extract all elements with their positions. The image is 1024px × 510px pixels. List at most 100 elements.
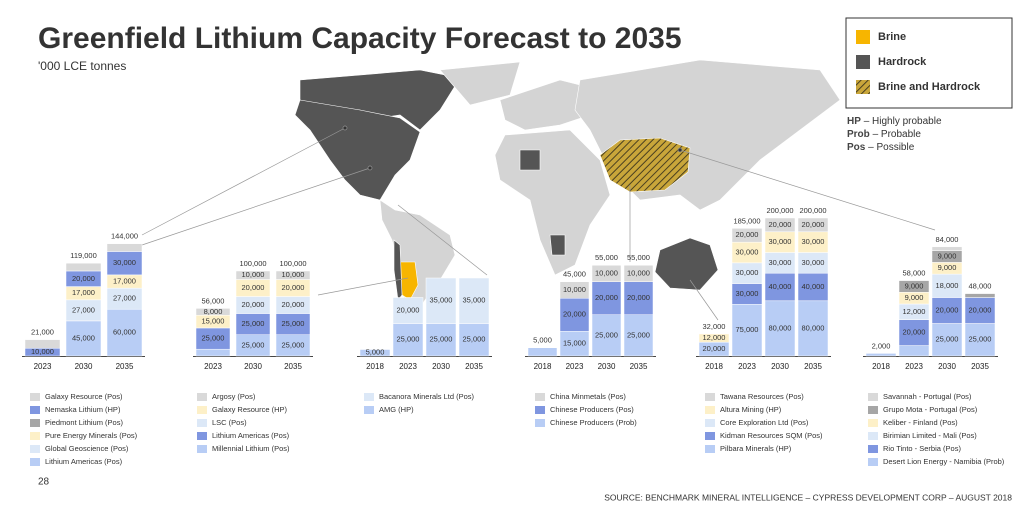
- x-tick-label: 2018: [366, 362, 384, 371]
- mali: [519, 149, 541, 171]
- legend-label: Piedmont Lithium (Pos): [45, 418, 123, 427]
- legend-swatch: [705, 419, 715, 427]
- total-label: 100,000: [239, 259, 266, 268]
- legend-swatch: [535, 419, 545, 427]
- legend-swatch: [535, 393, 545, 401]
- segment-label: 25,000: [282, 319, 305, 328]
- legend-swatch: [856, 55, 870, 69]
- total-label: 84,000: [936, 235, 959, 244]
- segment-label: 17,000: [72, 288, 95, 297]
- legend-swatch: [705, 432, 715, 440]
- legend-label: Grupo Mota - Portugal (Pos): [883, 405, 978, 414]
- bar-segment: [235, 270, 271, 280]
- legend-label: LSC (Pos): [212, 418, 247, 427]
- china: [599, 137, 691, 193]
- segment-label: 12,000: [703, 333, 726, 342]
- bar-chart: 2018 2,000 2023 20,000 12,000 9,000 9,000 58,00…: [863, 235, 1005, 466]
- legend-swatch: [705, 406, 715, 414]
- bar-segment: [898, 319, 930, 346]
- segment-label: 27,000: [113, 294, 136, 303]
- segment-label: 20,000: [769, 220, 792, 229]
- segment-label: 25,000: [242, 319, 265, 328]
- bar-segment: [65, 262, 102, 272]
- legend-label: Pilbara Minerals (HP): [720, 444, 792, 453]
- europe: [499, 79, 601, 131]
- x-tick-label: 2018: [872, 362, 890, 371]
- segment-label: 25,000: [430, 335, 453, 344]
- total-label: 5,000: [533, 336, 552, 345]
- segment-label: 20,000: [282, 283, 305, 292]
- bar-segment: [195, 348, 231, 357]
- note-text: – Highly probable: [864, 116, 942, 127]
- legend-swatch: [364, 393, 374, 401]
- total-label: 100,000: [279, 259, 306, 268]
- total-label: 200,000: [799, 206, 826, 215]
- segment-label: 30,000: [736, 247, 759, 256]
- pin: [342, 125, 348, 131]
- legend-label: Desert Lion Energy - Namibia (Prob): [883, 457, 1005, 466]
- legend-label: Lithium Americas (Pos): [212, 431, 290, 440]
- bar-segment: [797, 217, 829, 233]
- note-text: – Possible: [868, 142, 915, 153]
- x-tick-label: 2018: [534, 362, 552, 371]
- legend-swatch: [197, 432, 207, 440]
- bar-segment: [964, 297, 996, 324]
- segment-label: 60,000: [113, 328, 136, 337]
- segment-label: 25,000: [969, 335, 992, 344]
- segment-label: 20,000: [242, 300, 265, 309]
- segment-label: 25,000: [936, 335, 959, 344]
- page-number: 28: [38, 477, 50, 488]
- bar-segment: [195, 308, 231, 316]
- bar-chart: 2018 5,000 2023 25,000 20,000 2030 25,000 35,00…: [357, 277, 492, 414]
- bar-segment: [392, 297, 424, 324]
- total-label: 21,000: [31, 328, 54, 337]
- segment-label: 10,000: [242, 270, 265, 279]
- x-tick-label: 2035: [116, 362, 134, 371]
- legend-label: Keliber - Finland (Pos): [883, 418, 958, 427]
- x-tick-label: 2023: [204, 362, 222, 371]
- legend-swatch: [705, 445, 715, 453]
- connector: [141, 127, 346, 236]
- segment-label: 10,000: [563, 285, 586, 294]
- segment-label: 25,000: [202, 334, 225, 343]
- bar-segment: [623, 265, 654, 282]
- x-tick-label: 2035: [284, 362, 302, 371]
- x-tick-label: 2023: [738, 362, 756, 371]
- pin: [677, 147, 683, 153]
- bar-segment: [731, 228, 763, 243]
- legend-label: Global Geoscience (Pos): [45, 444, 129, 453]
- legend-label: Rio Tinto - Serbia (Pos): [883, 444, 961, 453]
- bar-segment: [764, 300, 796, 357]
- legend-swatch: [197, 419, 207, 427]
- segment-label: 30,000: [802, 237, 825, 246]
- segment-label: 75,000: [736, 325, 759, 334]
- bar-segment: [797, 272, 829, 302]
- world-map: [294, 59, 841, 321]
- total-label: 32,000: [703, 322, 726, 331]
- charts: 2023 10,000 21,000 2030 45,000 27,000 17,000 20…: [22, 206, 1005, 466]
- x-tick-label: 2018: [705, 362, 723, 371]
- x-tick-label: 2023: [566, 362, 584, 371]
- legend-swatch: [197, 393, 207, 401]
- segment-label: 20,000: [969, 305, 992, 314]
- segment-label: 17,000: [113, 276, 136, 285]
- south-america: [379, 199, 456, 321]
- bar-segment: [764, 272, 796, 302]
- bar-segment: [591, 281, 622, 315]
- segment-label: 10,000: [595, 268, 618, 277]
- legend-label: Argosy (Pos): [212, 392, 256, 401]
- legend-label: Brine: [878, 31, 906, 43]
- note: HP – Highly probable: [847, 116, 942, 127]
- bar-segment: [425, 277, 457, 324]
- legend-swatch: [30, 458, 40, 466]
- x-tick-label: 2035: [630, 362, 648, 371]
- legend-label: Millennial Lithium (Pos): [212, 444, 290, 453]
- segment-label: 20,000: [703, 344, 726, 353]
- bar-segment: [931, 297, 963, 324]
- segment-label: 20,000: [736, 230, 759, 239]
- pin: [367, 165, 373, 171]
- total-label: 56,000: [202, 296, 225, 305]
- bar-segment: [964, 293, 996, 298]
- segment-label: 35,000: [430, 296, 453, 305]
- segment-label: 20,000: [397, 305, 420, 314]
